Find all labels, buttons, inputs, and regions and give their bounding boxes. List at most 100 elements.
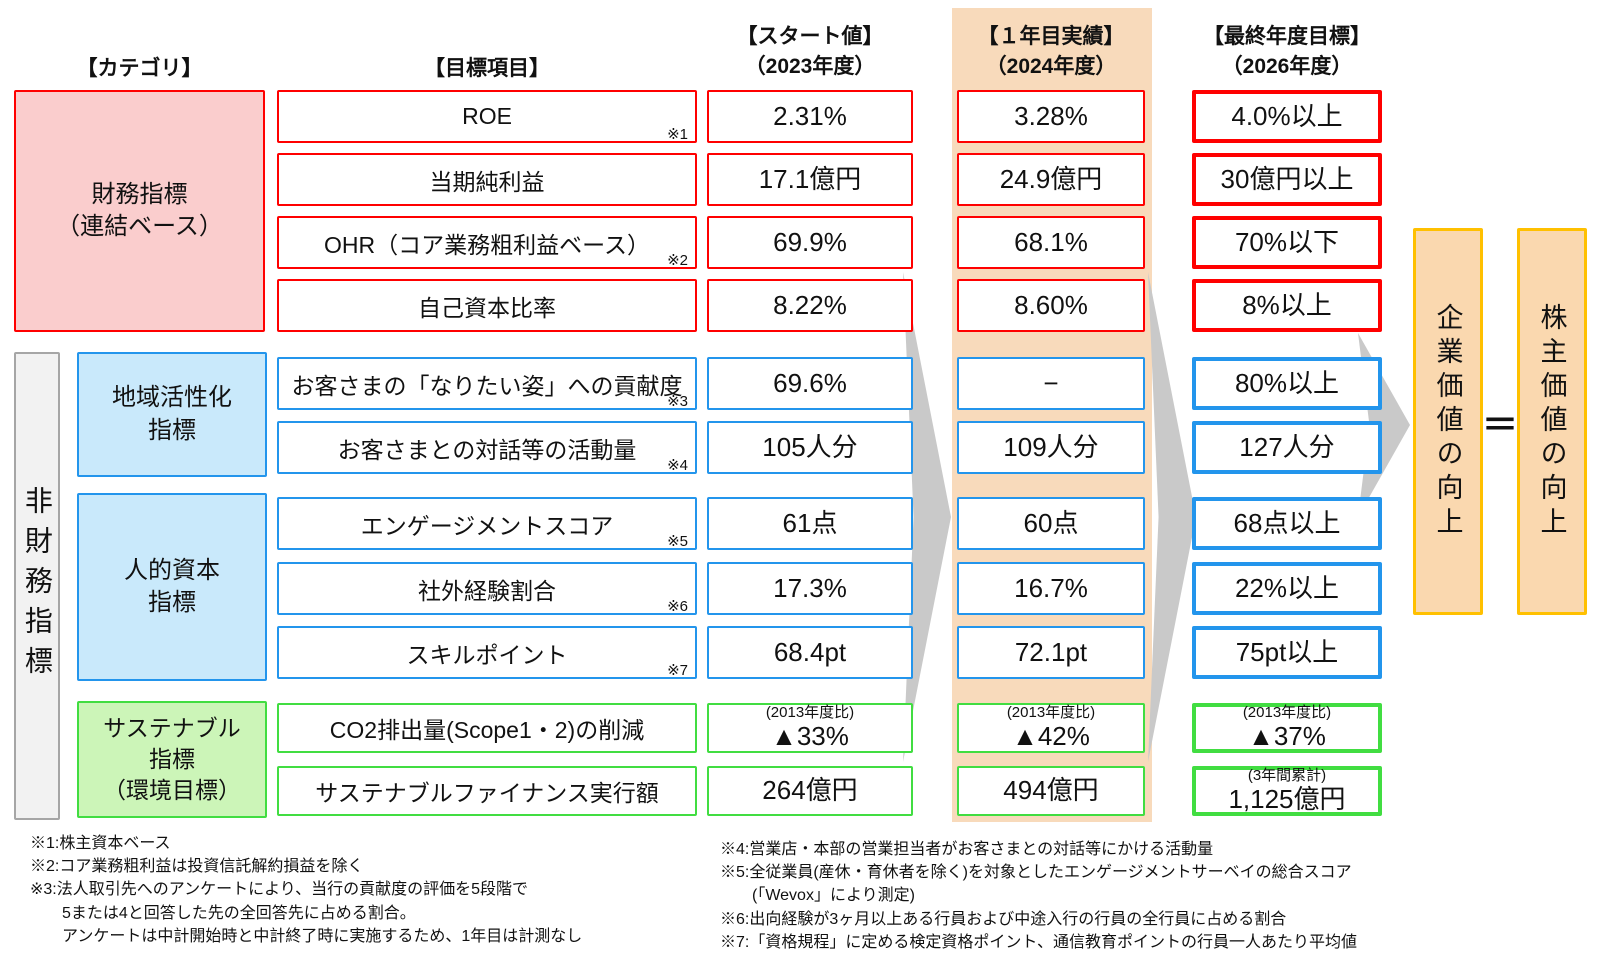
item-box-customer-contribution: お客さまの「なりたい姿」への貢献度 ※3 — [277, 357, 697, 410]
footnotes-left: ※1:株主資本ベース ※2:コア業務粗利益は投資信託解約損益を除く ※3:法人取… — [30, 835, 583, 945]
item-label: サステナブルファイナンス実行額 — [315, 780, 659, 806]
value-text: 61点 — [782, 507, 838, 538]
footnotes-right: ※4:営業店・本部の営業担当者がお客さまとの対話等にかける活動量 ※5:全従業員… — [720, 841, 1358, 951]
start-value-capital-ratio: 8.22% — [707, 279, 913, 332]
start-value-external-experience: 17.3% — [707, 562, 913, 615]
target-value-skill-points: 75pt以上 — [1192, 626, 1382, 679]
value-text: 8%以上 — [1242, 289, 1332, 320]
header-item: 【目標項目】 — [424, 57, 550, 80]
arrow-actual-to-target-icon — [1148, 272, 1196, 762]
actual-value-ohr: 68.1% — [957, 216, 1145, 269]
actual-value-skill-points: 72.1pt — [957, 626, 1145, 679]
start-value-sustainable-finance: 264億円 — [707, 766, 913, 816]
ref-marker: ※4 — [667, 457, 688, 474]
header-final-target: 【最終年度目標】 （2026年度） — [1203, 25, 1371, 79]
value-sublabel: (2013年度比) — [765, 704, 855, 722]
item-label: 当期純利益 — [429, 168, 545, 195]
value-text: 4.0%以上 — [1231, 100, 1343, 131]
actual-value-customer-contribution: − — [957, 357, 1145, 410]
item-label: CO2排出量(Scope1・2)の削減 — [329, 717, 645, 743]
item-box-roe: ROE ※1 — [277, 90, 697, 143]
value-text: 494億円 — [1003, 775, 1099, 806]
start-value-dialogue-activity: 105人分 — [707, 421, 913, 474]
corporate-value-box: 企業価値の向上 — [1413, 228, 1483, 615]
start-value-customer-contribution: 69.6% — [707, 357, 913, 410]
actual-value-net-income: 24.9億円 — [957, 153, 1145, 206]
item-label: 自己資本比率 — [418, 294, 556, 321]
value-text: 68.1% — [1014, 226, 1088, 257]
value-text: ▲37% — [1248, 721, 1326, 752]
value-text: 72.1pt — [1014, 636, 1088, 667]
target-value-dialogue-activity: 127人分 — [1192, 421, 1382, 474]
target-value-sustainable-finance: (3年間累計) 1,125億円 — [1192, 766, 1382, 816]
category-human-capital: 人的資本 指標 — [77, 493, 267, 681]
value-text: 17.1億円 — [758, 163, 862, 194]
value-sublabel: (2013年度比) — [1006, 704, 1096, 722]
item-box-external-experience: 社外経験割合 ※6 — [277, 562, 697, 615]
actual-column-highlight-band — [952, 8, 1152, 822]
header-year1-actual: 【１年目実績】 （2024年度） — [977, 25, 1125, 79]
value-text: 68点以上 — [1233, 507, 1341, 538]
value-text: 105人分 — [762, 431, 858, 462]
start-value-ohr: 69.9% — [707, 216, 913, 269]
item-box-net-income: 当期純利益 — [277, 153, 697, 206]
item-box-engagement-score: エンゲージメントスコア ※5 — [277, 497, 697, 550]
start-value-engagement-score: 61点 — [707, 497, 913, 550]
category-nonfinancial: 非財務指標 — [14, 352, 60, 820]
start-value-roe: 2.31% — [707, 90, 913, 143]
target-value-ohr: 70%以下 — [1192, 216, 1382, 269]
start-value-net-income: 17.1億円 — [707, 153, 913, 206]
value-text: 2.31% — [773, 100, 847, 131]
value-text: 8.60% — [1014, 289, 1088, 320]
value-text: 69.9% — [773, 226, 847, 257]
value-text: 264億円 — [762, 775, 858, 806]
start-value-co2-reduction: (2013年度比) ▲33% — [707, 703, 913, 753]
equals-sign: ＝ — [1481, 404, 1518, 445]
item-label: お客さまとの対話等の活動量 — [337, 436, 637, 463]
ref-marker: ※5 — [667, 533, 688, 550]
item-box-ohr: OHR（コア業務粗利益ベース） ※2 — [277, 216, 697, 269]
target-value-net-income: 30億円以上 — [1192, 153, 1382, 206]
value-text: 22%以上 — [1234, 572, 1340, 603]
item-box-dialogue-activity: お客さまとの対話等の活動量 ※4 — [277, 421, 697, 474]
value-text: ▲33% — [771, 721, 849, 752]
shareholder-value-box: 株主価値の向上 — [1517, 228, 1587, 615]
target-value-co2-reduction: (2013年度比) ▲37% — [1192, 703, 1382, 753]
ref-marker: ※2 — [667, 252, 688, 269]
ref-marker: ※3 — [667, 393, 688, 410]
item-label: お客さまの「なりたい姿」への貢献度 — [291, 372, 683, 399]
value-text: 109人分 — [1003, 431, 1099, 462]
value-text: 68.4pt — [773, 636, 847, 667]
value-text: 8.22% — [773, 289, 847, 320]
actual-value-engagement-score: 60点 — [957, 497, 1145, 550]
target-value-engagement-score: 68点以上 — [1192, 497, 1382, 550]
category-regional: 地域活性化 指標 — [77, 352, 267, 477]
actual-value-sustainable-finance: 494億円 — [957, 766, 1145, 816]
value-text: 24.9億円 — [999, 163, 1103, 194]
value-sublabel: (3年間累計) — [1247, 767, 1327, 785]
target-value-customer-contribution: 80%以上 — [1192, 357, 1382, 410]
header-start-value: 【スタート値】 （2023年度） — [736, 25, 884, 79]
value-text: 80%以上 — [1234, 367, 1340, 398]
start-value-skill-points: 68.4pt — [707, 626, 913, 679]
ref-marker: ※6 — [667, 598, 688, 615]
target-value-roe: 4.0%以上 — [1192, 90, 1382, 143]
actual-value-external-experience: 16.7% — [957, 562, 1145, 615]
value-text: 1,125億円 — [1228, 784, 1346, 815]
value-text: − — [1043, 367, 1059, 398]
value-text: 16.7% — [1014, 572, 1088, 603]
actual-value-capital-ratio: 8.60% — [957, 279, 1145, 332]
value-text: ▲42% — [1012, 721, 1090, 752]
header-category: 【カテゴリ】 — [76, 57, 203, 80]
value-text: 127人分 — [1239, 431, 1335, 462]
actual-value-co2-reduction: (2013年度比) ▲42% — [957, 703, 1145, 753]
value-text: 60点 — [1023, 507, 1079, 538]
value-text: 69.6% — [773, 367, 847, 398]
item-box-sustainable-finance: サステナブルファイナンス実行額 — [277, 766, 697, 816]
item-label: エンゲージメントスコア — [360, 512, 614, 539]
item-label: ROE — [462, 103, 512, 129]
item-label: スキルポイント — [406, 641, 568, 668]
ref-marker: ※7 — [667, 662, 688, 679]
ref-marker: ※1 — [667, 126, 688, 143]
